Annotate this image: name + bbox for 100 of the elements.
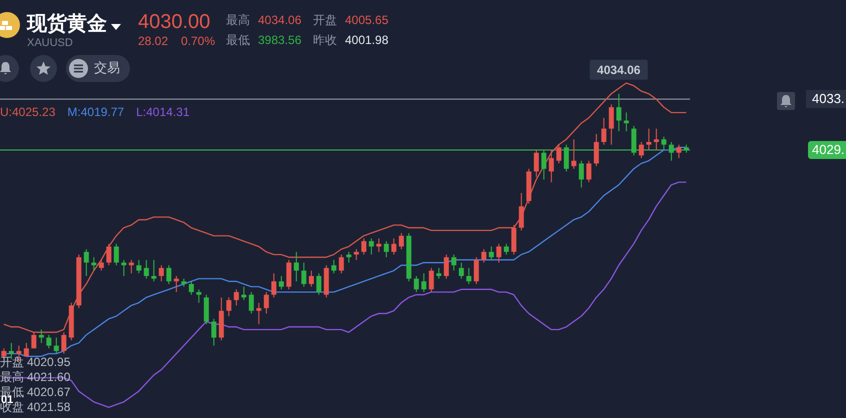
candlestick xyxy=(226,296,232,317)
candlestick xyxy=(676,144,682,159)
candlestick xyxy=(241,286,246,301)
text: 最低 xyxy=(226,33,250,48)
candlestick xyxy=(196,288,202,304)
candlestick xyxy=(548,150,554,183)
candlestick xyxy=(158,264,164,282)
candlestick xyxy=(294,251,299,282)
candlestick xyxy=(451,254,456,272)
candlestick xyxy=(38,329,44,344)
candlestick xyxy=(361,238,366,256)
candlestick xyxy=(106,243,112,266)
candlestick xyxy=(264,292,269,314)
text: M:4019.77 xyxy=(67,105,124,119)
candlestick xyxy=(144,259,149,280)
candlestick xyxy=(308,270,314,288)
candlestick xyxy=(331,259,336,274)
candlestick xyxy=(496,243,502,264)
candlestick xyxy=(421,272,426,293)
candlestick xyxy=(248,292,254,314)
chart-subtitle: XAUUSD xyxy=(27,37,73,49)
candlestick xyxy=(91,256,96,272)
candlestick xyxy=(166,264,172,285)
text: 28.02 xyxy=(138,34,168,48)
candlestick xyxy=(474,256,479,285)
candlestick xyxy=(466,267,472,285)
text: 4005.65 xyxy=(345,13,388,28)
candlestick xyxy=(638,142,644,159)
text: 4021.58 xyxy=(27,400,70,414)
text: 3983.56 xyxy=(258,33,302,48)
text: U:4025.23 xyxy=(0,105,56,119)
candlestick xyxy=(338,254,344,274)
candlestick xyxy=(188,280,194,296)
candlestick xyxy=(398,232,404,250)
candlestick xyxy=(444,254,449,280)
candlestick xyxy=(428,267,434,293)
candlestick xyxy=(481,248,486,264)
text: 4001.98 xyxy=(345,33,388,48)
text: 交易 xyxy=(94,60,120,76)
candlestick xyxy=(646,128,652,151)
candlestick xyxy=(518,192,524,231)
candlestick xyxy=(271,272,276,298)
candlestick xyxy=(278,275,284,290)
candlestick xyxy=(661,136,666,151)
candlestick xyxy=(594,133,599,167)
candlestick xyxy=(488,246,494,260)
candlestick xyxy=(121,259,126,276)
candlestick xyxy=(586,160,592,183)
candlestick xyxy=(256,302,262,325)
candlestick xyxy=(436,267,442,280)
candlestick xyxy=(556,144,562,164)
chart-title: 现货黄金 xyxy=(27,12,107,37)
candlestick xyxy=(24,342,29,357)
candlestick xyxy=(534,150,539,178)
text: 4030.00 xyxy=(138,11,210,33)
candlestick xyxy=(46,334,52,349)
candlestick xyxy=(301,262,306,288)
candlestick xyxy=(414,275,419,293)
candlestick xyxy=(564,144,569,172)
text: 4020.67 xyxy=(27,385,70,400)
candlestick xyxy=(391,238,396,256)
annotation: 4034.06 xyxy=(597,62,641,77)
candlestick xyxy=(376,238,382,252)
candlestick xyxy=(174,275,179,293)
candlestick xyxy=(61,332,66,354)
candlestick xyxy=(608,104,614,146)
candlestick xyxy=(578,160,584,188)
candlestick xyxy=(504,243,509,256)
text: 4029. xyxy=(808,141,846,160)
candlestick xyxy=(616,93,622,132)
text: L:4014.31 xyxy=(136,105,190,119)
text: 开盘 xyxy=(313,13,337,28)
text: 0.70% xyxy=(181,34,216,48)
candlestick xyxy=(458,262,464,280)
candlestick xyxy=(384,240,389,258)
candlestick xyxy=(368,238,374,256)
text: 最高 xyxy=(226,13,250,28)
annotation: 4020.95 xyxy=(27,355,70,370)
annotation: 开盘 xyxy=(0,355,24,370)
text: 昨收 xyxy=(313,33,337,48)
candlestick xyxy=(54,337,59,354)
candlestick xyxy=(114,243,119,266)
candlestick xyxy=(151,259,156,282)
candlestick xyxy=(128,259,134,274)
candlestick xyxy=(234,288,239,306)
candlestick xyxy=(624,112,629,132)
text: 4033. xyxy=(806,90,846,108)
candlestick xyxy=(136,259,142,274)
candlestick xyxy=(84,248,89,276)
candlestick xyxy=(354,248,359,260)
candlestick xyxy=(601,117,606,146)
candlestick xyxy=(98,259,104,272)
text: 4034.06 xyxy=(258,13,302,28)
candlestick xyxy=(571,138,576,170)
candlestick xyxy=(668,142,674,162)
candlestick xyxy=(316,272,322,296)
candlestick xyxy=(346,251,352,264)
candlestick xyxy=(654,128,659,151)
candlestick xyxy=(541,150,546,180)
candlestick xyxy=(211,318,216,346)
